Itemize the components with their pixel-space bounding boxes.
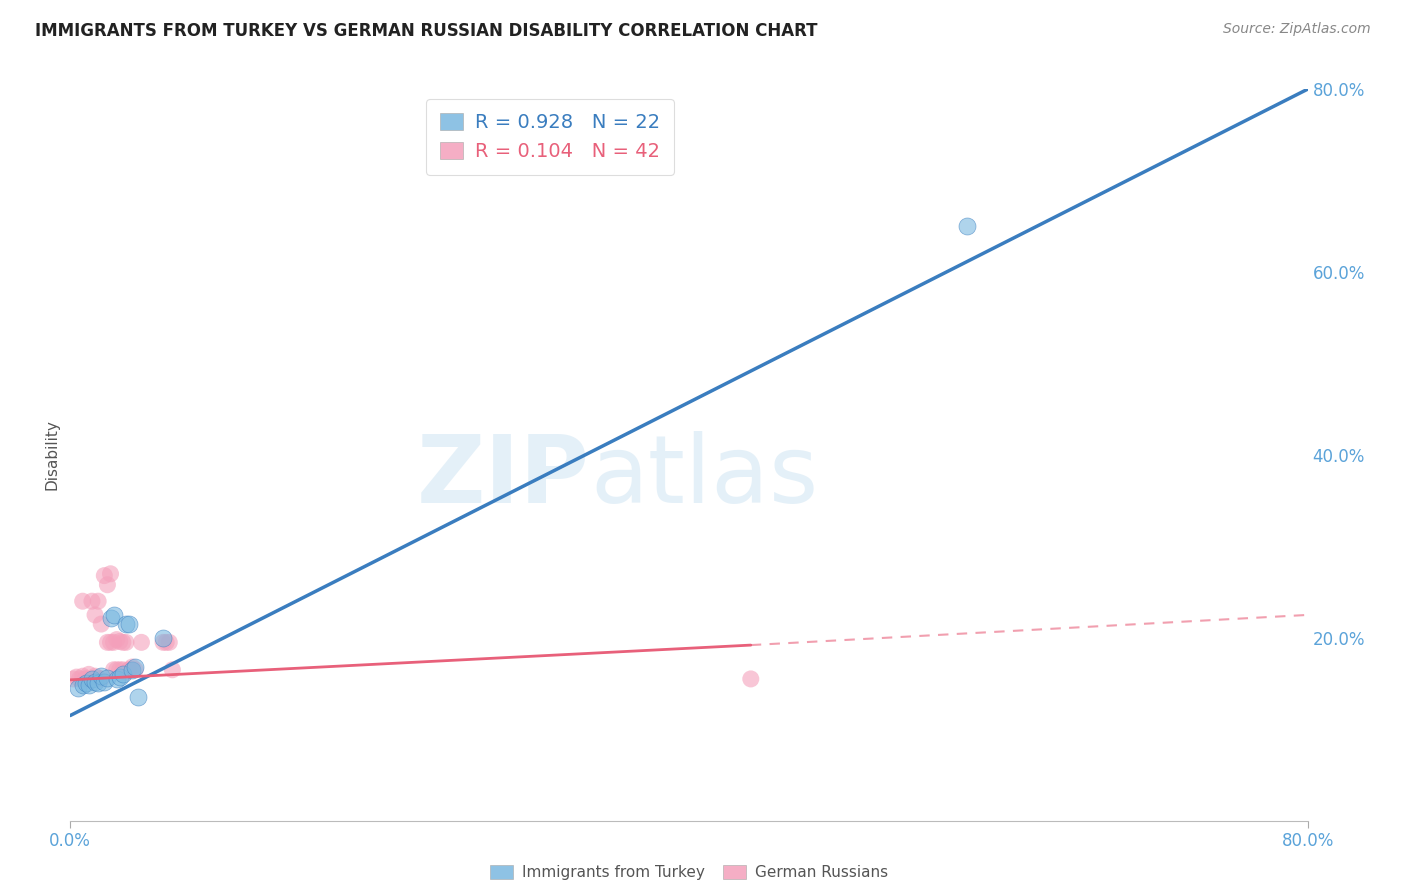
Point — [127, 690, 149, 705]
Point — [72, 669, 94, 683]
Point — [100, 610, 122, 624]
Point — [87, 594, 110, 608]
Point — [72, 678, 94, 692]
Point — [93, 674, 115, 689]
Point — [111, 663, 134, 677]
Point — [80, 594, 103, 608]
Point — [67, 681, 90, 695]
Point — [77, 667, 100, 681]
Y-axis label: Disability: Disability — [44, 419, 59, 491]
Point — [105, 672, 128, 686]
Point — [108, 670, 131, 684]
Point — [103, 635, 125, 649]
Point — [108, 663, 131, 677]
Point — [162, 663, 184, 677]
Point — [93, 568, 115, 582]
Point — [121, 660, 143, 674]
Point — [111, 635, 134, 649]
Point — [118, 617, 141, 632]
Point — [87, 676, 110, 690]
Point — [84, 607, 107, 622]
Point — [740, 672, 762, 686]
Point — [115, 617, 138, 632]
Point — [77, 678, 100, 692]
Point — [90, 669, 112, 683]
Text: Source: ZipAtlas.com: Source: ZipAtlas.com — [1223, 22, 1371, 37]
Point — [105, 663, 128, 677]
Point — [100, 566, 122, 581]
Point — [103, 663, 125, 677]
Point — [90, 617, 112, 632]
Point — [115, 665, 138, 680]
Point — [72, 594, 94, 608]
Point — [80, 672, 103, 686]
Point — [96, 635, 118, 649]
Point — [100, 635, 122, 649]
Text: atlas: atlas — [591, 431, 818, 523]
Text: ZIP: ZIP — [418, 431, 591, 523]
Point — [80, 672, 103, 686]
Point — [105, 632, 128, 647]
Point — [152, 631, 174, 645]
Point — [96, 578, 118, 592]
Point — [108, 634, 131, 648]
Point — [62, 672, 84, 686]
Legend: Immigrants from Turkey, German Russians: Immigrants from Turkey, German Russians — [484, 859, 894, 886]
Point — [956, 219, 979, 234]
Point — [118, 663, 141, 677]
Point — [75, 672, 97, 686]
Point — [96, 671, 118, 685]
Point — [65, 670, 87, 684]
Point — [155, 635, 177, 649]
Point — [124, 663, 146, 677]
Point — [115, 635, 138, 649]
Point — [118, 663, 141, 677]
Point — [121, 663, 143, 677]
Point — [131, 635, 153, 649]
Point — [121, 663, 143, 677]
Point — [75, 676, 97, 690]
Point — [103, 607, 125, 622]
Point — [157, 635, 180, 649]
Point — [152, 635, 174, 649]
Point — [90, 672, 112, 686]
Point — [84, 669, 107, 683]
Text: IMMIGRANTS FROM TURKEY VS GERMAN RUSSIAN DISABILITY CORRELATION CHART: IMMIGRANTS FROM TURKEY VS GERMAN RUSSIAN… — [35, 22, 818, 40]
Point — [84, 674, 107, 689]
Point — [124, 660, 146, 674]
Point — [111, 667, 134, 681]
Point — [75, 672, 97, 686]
Point — [87, 671, 110, 685]
Point — [69, 672, 91, 686]
